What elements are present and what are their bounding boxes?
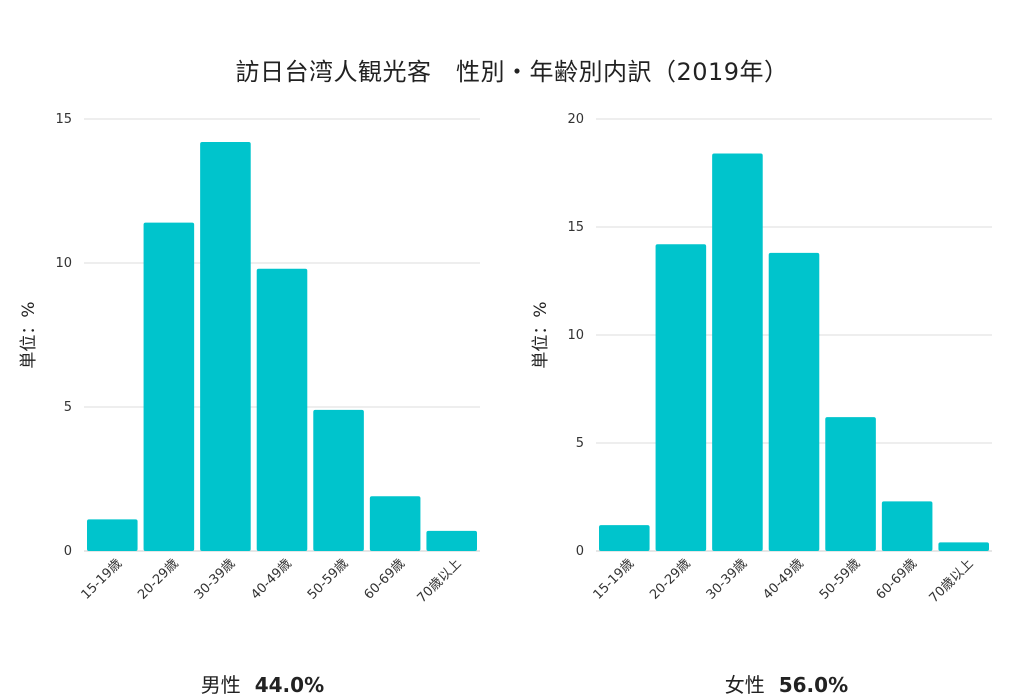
female-x-tick-label: 30-39歳 <box>704 556 751 603</box>
male-age-bar-chart: 0 5 10 15 単位：% 15-19歳 20-29歳 30-39歳 40-49歳 50-59歳… <box>19 112 480 606</box>
female-x-tick-label: 70歳以上 <box>927 556 977 606</box>
male-bar-6 <box>369 496 421 551</box>
female-bar-5 <box>825 417 876 551</box>
male-x-tick-label: 40-49歳 <box>248 556 295 603</box>
female-y-tick-label: 0 <box>576 544 584 559</box>
female-y-tick-label: 20 <box>567 112 584 127</box>
male-y-tick-label: 10 <box>55 256 72 271</box>
male-caption: 男性 44.0% <box>188 645 324 698</box>
female-caption: 女性 56.0% <box>712 645 848 698</box>
female-y-tick-label: 10 <box>567 328 584 343</box>
male-x-tick-label: 60-69歳 <box>361 556 408 603</box>
male-bar-4 <box>256 268 308 551</box>
male-y-tick-label: 5 <box>64 400 72 415</box>
female-x-tick-label: 20-29歳 <box>647 556 694 603</box>
female-x-tick-label: 15-19歳 <box>591 556 638 603</box>
male-x-tick-label: 70歳以上 <box>415 556 465 606</box>
female-bar-2 <box>655 244 707 551</box>
female-y-tick-label: 5 <box>576 436 584 451</box>
female-age-bar-chart: 0 5 10 15 20 単位：% 15-19歳 20-29歳 30-39歳 40-49歳 50-5… <box>531 112 992 606</box>
chart-title: 訪日台湾人観光客 性別・年齢別内訳（2019年） <box>235 58 789 86</box>
male-bar-7 <box>426 530 477 551</box>
female-y-tick-label: 15 <box>567 220 584 235</box>
male-x-tick-label: 20-29歳 <box>135 556 182 603</box>
male-bar-1 <box>87 519 138 551</box>
female-bar-3 <box>712 153 763 551</box>
female-caption-label: 女性 <box>724 673 765 697</box>
male-y-axis-label: 単位：% <box>19 301 39 368</box>
male-y-tick-label: 0 <box>64 544 72 559</box>
male-x-tick-label: 15-19歳 <box>79 556 126 603</box>
male-caption-label: 男性 <box>200 673 241 697</box>
female-y-axis-label: 単位：% <box>531 301 551 368</box>
male-caption-value: 44.0% <box>254 673 325 697</box>
male-y-tick-label: 15 <box>55 112 72 127</box>
male-x-tick-label: 30-39歳 <box>192 556 239 603</box>
male-bar-2 <box>143 222 195 551</box>
female-bar-7 <box>938 542 989 551</box>
female-x-tick-label: 50-59歳 <box>817 556 864 603</box>
female-caption-value: 56.0% <box>778 673 849 697</box>
female-bar-4 <box>768 252 820 552</box>
male-bar-5 <box>313 409 364 551</box>
female-bar-1 <box>599 525 650 551</box>
female-x-tick-label: 40-49歳 <box>760 556 807 603</box>
male-bar-3 <box>200 142 251 552</box>
female-x-tick-label: 60-69歳 <box>873 556 920 603</box>
male-x-tick-label: 50-59歳 <box>305 556 352 603</box>
female-bar-6 <box>881 501 933 551</box>
